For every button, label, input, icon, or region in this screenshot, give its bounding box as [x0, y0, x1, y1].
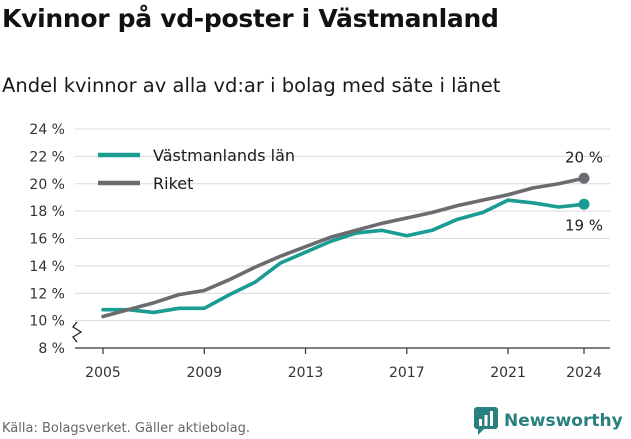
x-tick-label: 2024	[566, 365, 602, 381]
newsworthy-logo-icon	[474, 407, 498, 435]
legend-label: Västmanlands län	[153, 146, 295, 165]
x-tick-label: 2009	[186, 365, 222, 381]
y-tick-label: 24 %	[29, 122, 65, 138]
end-labels: 19 % 20 %	[565, 148, 603, 234]
y-tick-label: 22 %	[29, 149, 65, 165]
x-tick-label: 2005	[85, 365, 121, 381]
y-tick-label: 10 %	[29, 314, 65, 330]
y-tick-label: 12 %	[29, 286, 65, 302]
axes: 8 % 10 % 12 % 14 % 16 % 18 % 20 % 22 % 24 % 2005 2…	[29, 122, 610, 381]
legend: Västmanlands län Riket	[98, 146, 295, 193]
axis-break-mark	[72, 321, 83, 343]
brand-name: Newsworthy	[504, 411, 623, 431]
series-lines	[101, 172, 590, 319]
y-tick-label: 16 %	[29, 232, 65, 248]
series-end-point	[578, 198, 590, 210]
series-end-label: 19 %	[565, 216, 603, 234]
series-end-point	[578, 172, 590, 184]
y-tick-label: 8 %	[38, 341, 65, 357]
source-note: Källa: Bolagsverket. Gäller aktiebolag.	[2, 421, 251, 436]
x-tick-label: 2017	[389, 365, 425, 381]
series-end-label: 20 %	[565, 148, 603, 166]
brand[interactable]: Newsworthy	[474, 406, 623, 436]
series-line-vastmanland	[101, 198, 586, 315]
chart-subtitle: Andel kvinnor av alla vd:ar i bolag med …	[2, 74, 501, 97]
legend-label: Riket	[153, 174, 193, 193]
x-tick-label: 2013	[288, 365, 324, 381]
grid-lines	[75, 128, 610, 322]
series-line-riket	[101, 176, 586, 319]
y-tick-label: 14 %	[29, 259, 65, 275]
y-tick-label: 18 %	[29, 204, 65, 220]
y-tick-label: 20 %	[29, 177, 65, 193]
x-tick-label: 2021	[490, 365, 526, 381]
line-chart: 8 % 10 % 12 % 14 % 16 % 18 % 20 % 22 % 24 % 2005 2…	[29, 122, 610, 381]
chart-title: Kvinnor på vd-poster i Västmanland	[2, 4, 499, 33]
